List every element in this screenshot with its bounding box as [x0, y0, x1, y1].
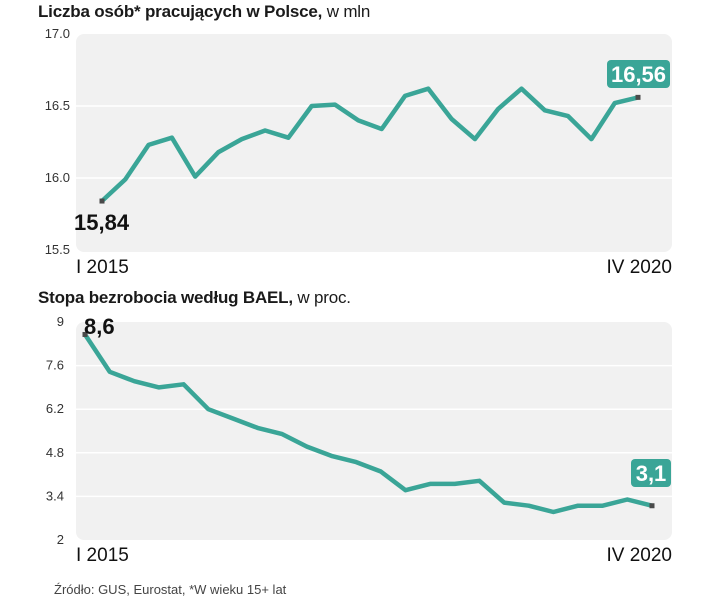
chart1-last-point-marker	[635, 94, 641, 100]
chart1-last-value-label: 16,56	[611, 62, 666, 87]
chart2-first-value-label: 8,6	[84, 314, 115, 339]
chart2-title-main: Stopa bezrobocia według BAEL,	[38, 288, 293, 307]
chart2-title-unit: w proc.	[297, 288, 351, 307]
chart2-y-tick-label: 3.4	[46, 488, 64, 503]
chart1-first-point-marker	[99, 198, 105, 204]
chart1-y-tick-label: 15.5	[45, 242, 70, 257]
chart2-first-point-marker	[82, 331, 88, 337]
chart2-last-point-marker	[649, 503, 655, 509]
source-note: Źródło: GUS, Eurostat, *W wieku 15+ lat	[54, 582, 287, 597]
chart2-y-tick-label: 2	[57, 532, 64, 547]
chart2-last-value-label: 3,1	[636, 461, 667, 486]
chart2-y-tick-label: 6.2	[46, 401, 64, 416]
chart1-panel	[76, 34, 672, 252]
chart1: 17.0 16.5 16.0 15.5 15,84 16,56 I 2015 IV 2…	[45, 26, 672, 278]
chart2: 9 7.6 6.2 4.8 3.4 2 8,6 3,1 I 2015 IV 2020	[46, 314, 672, 566]
chart2-y-tick-label: 7.6	[46, 358, 64, 373]
chart2-y-tick-label: 4.8	[46, 445, 64, 460]
chart1-y-tick-label: 16.5	[45, 98, 70, 113]
chart2-x-end-label: IV 2020	[607, 545, 673, 566]
chart1-series-line	[99, 86, 641, 204]
chart1-y-tick-label: 17.0	[45, 26, 70, 41]
chart1-y-tick-label: 16.0	[45, 170, 70, 185]
chart2-x-start-label: I 2015	[76, 545, 129, 566]
chart1-x-start-label: I 2015	[76, 257, 129, 278]
chart2-y-tick-label: 9	[57, 314, 64, 329]
chart2-panel	[76, 322, 672, 540]
chart1-title-unit: w mln	[326, 2, 371, 21]
chart1-first-value-label: 15,84	[74, 210, 130, 235]
chart2-series-line	[82, 332, 655, 515]
chart2-last-value-box	[631, 459, 671, 487]
chart1-title: Liczba osób* pracujących w Polsce, w mln	[38, 2, 370, 22]
chart2-title: Stopa bezrobocia według BAEL, w proc.	[38, 288, 351, 308]
chart1-x-end-label: IV 2020	[607, 257, 673, 278]
chart1-last-value-box	[607, 60, 670, 88]
chart1-title-main: Liczba osób* pracujących w Polsce,	[38, 2, 323, 21]
